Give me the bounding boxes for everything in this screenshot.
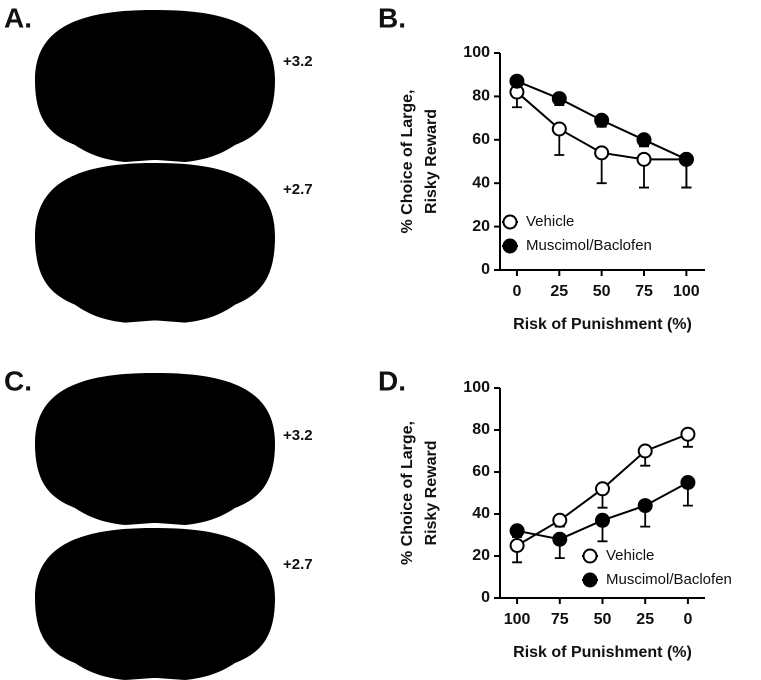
y-tick-label: 0 <box>481 589 490 606</box>
legend-marker <box>502 214 518 230</box>
legend-label: Muscimol/Baclofen <box>606 571 732 588</box>
x-tick-label: 0 <box>512 283 521 300</box>
y-tick-label: 0 <box>481 261 490 278</box>
marker <box>636 132 652 148</box>
y-axis-title: % Choice of Large, <box>399 421 416 565</box>
marker <box>636 151 652 167</box>
y-tick-label: 40 <box>472 505 490 522</box>
y-tick-label: 60 <box>472 463 490 480</box>
y-tick-label: 100 <box>463 44 490 61</box>
x-tick-label: 100 <box>504 611 531 628</box>
atlas-level: +2.7 <box>283 181 313 198</box>
marker <box>637 498 653 514</box>
marker <box>678 151 694 167</box>
y-axis-title: Risky Reward <box>423 109 440 214</box>
atlas-a <box>35 10 275 680</box>
atlas-level: +3.2 <box>283 53 313 70</box>
marker <box>637 443 653 459</box>
marker <box>680 426 696 442</box>
x-tick-label: 50 <box>593 283 611 300</box>
x-tick-label: 75 <box>635 283 653 300</box>
atlas-level: +3.2 <box>283 427 313 444</box>
y-tick-label: 20 <box>472 547 490 564</box>
legend-label: Vehicle <box>526 213 574 230</box>
x-tick-label: 50 <box>594 611 612 628</box>
legend-label: Vehicle <box>606 547 654 564</box>
legend-marker <box>582 548 598 564</box>
atlas-level: +2.7 <box>283 556 313 573</box>
marker <box>594 112 610 128</box>
panel-label: C. <box>4 365 32 396</box>
legend-label: Muscimol/Baclofen <box>526 237 652 254</box>
panel-label: A. <box>4 2 32 33</box>
y-axis-title: % Choice of Large, <box>399 89 416 233</box>
x-axis-title: Risk of Punishment (%) <box>513 644 692 661</box>
marker <box>509 73 525 89</box>
x-tick-label: 75 <box>551 611 569 628</box>
legend-marker <box>582 572 598 588</box>
y-tick-label: 20 <box>472 218 490 235</box>
x-tick-label: 25 <box>550 283 568 300</box>
x-axis-title: Risk of Punishment (%) <box>513 316 692 333</box>
x-tick-label: 25 <box>636 611 654 628</box>
y-tick-label: 40 <box>472 174 490 191</box>
marker <box>551 91 567 107</box>
panel-label: B. <box>378 2 406 33</box>
marker <box>509 538 525 553</box>
x-tick-label: 100 <box>673 283 700 300</box>
x-tick-label: 0 <box>683 611 692 628</box>
marker <box>552 512 568 528</box>
marker <box>509 523 525 539</box>
marker <box>594 145 610 161</box>
y-tick-label: 60 <box>472 131 490 148</box>
marker <box>680 475 696 490</box>
panel-label: D. <box>378 365 406 396</box>
legend-marker <box>502 238 518 254</box>
y-tick-label: 80 <box>472 421 490 438</box>
marker <box>595 481 610 497</box>
y-tick-label: 100 <box>463 379 490 396</box>
marker <box>551 121 567 137</box>
y-tick-label: 80 <box>472 88 490 105</box>
marker <box>552 531 568 547</box>
marker <box>595 512 610 528</box>
y-axis-title: Risky Reward <box>423 441 440 546</box>
